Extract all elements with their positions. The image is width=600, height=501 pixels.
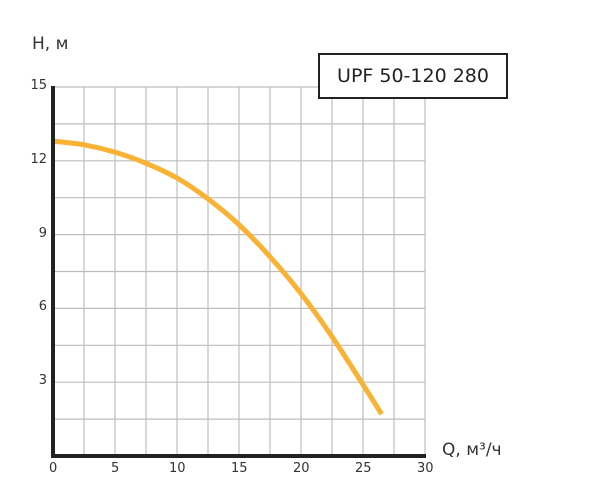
x-tick-label: 15 — [231, 461, 248, 476]
y-tick-label: 3 — [38, 373, 47, 389]
grid-lines — [53, 86, 426, 456]
y-tick-label: 6 — [38, 299, 47, 315]
x-tick-label: 30 — [417, 461, 434, 476]
x-tick-label: 25 — [355, 461, 372, 476]
pump-curve — [52, 138, 384, 416]
chart-title: UPF 50-120 280 — [337, 65, 489, 87]
y-tick-label: 12 — [30, 151, 47, 167]
y-tick-label: 15 — [30, 78, 47, 93]
y-tick-label: 9 — [38, 225, 47, 241]
x-tick-label: 10 — [169, 461, 186, 476]
x-tick-label: 0 — [49, 461, 58, 476]
chart-title-box: UPF 50-120 280 — [318, 53, 508, 99]
x-tick-label: 5 — [111, 461, 120, 476]
y-axis-label: H, м — [32, 34, 69, 54]
x-axis-label: Q, м³/ч — [442, 440, 502, 460]
x-tick-label: 20 — [293, 461, 310, 476]
